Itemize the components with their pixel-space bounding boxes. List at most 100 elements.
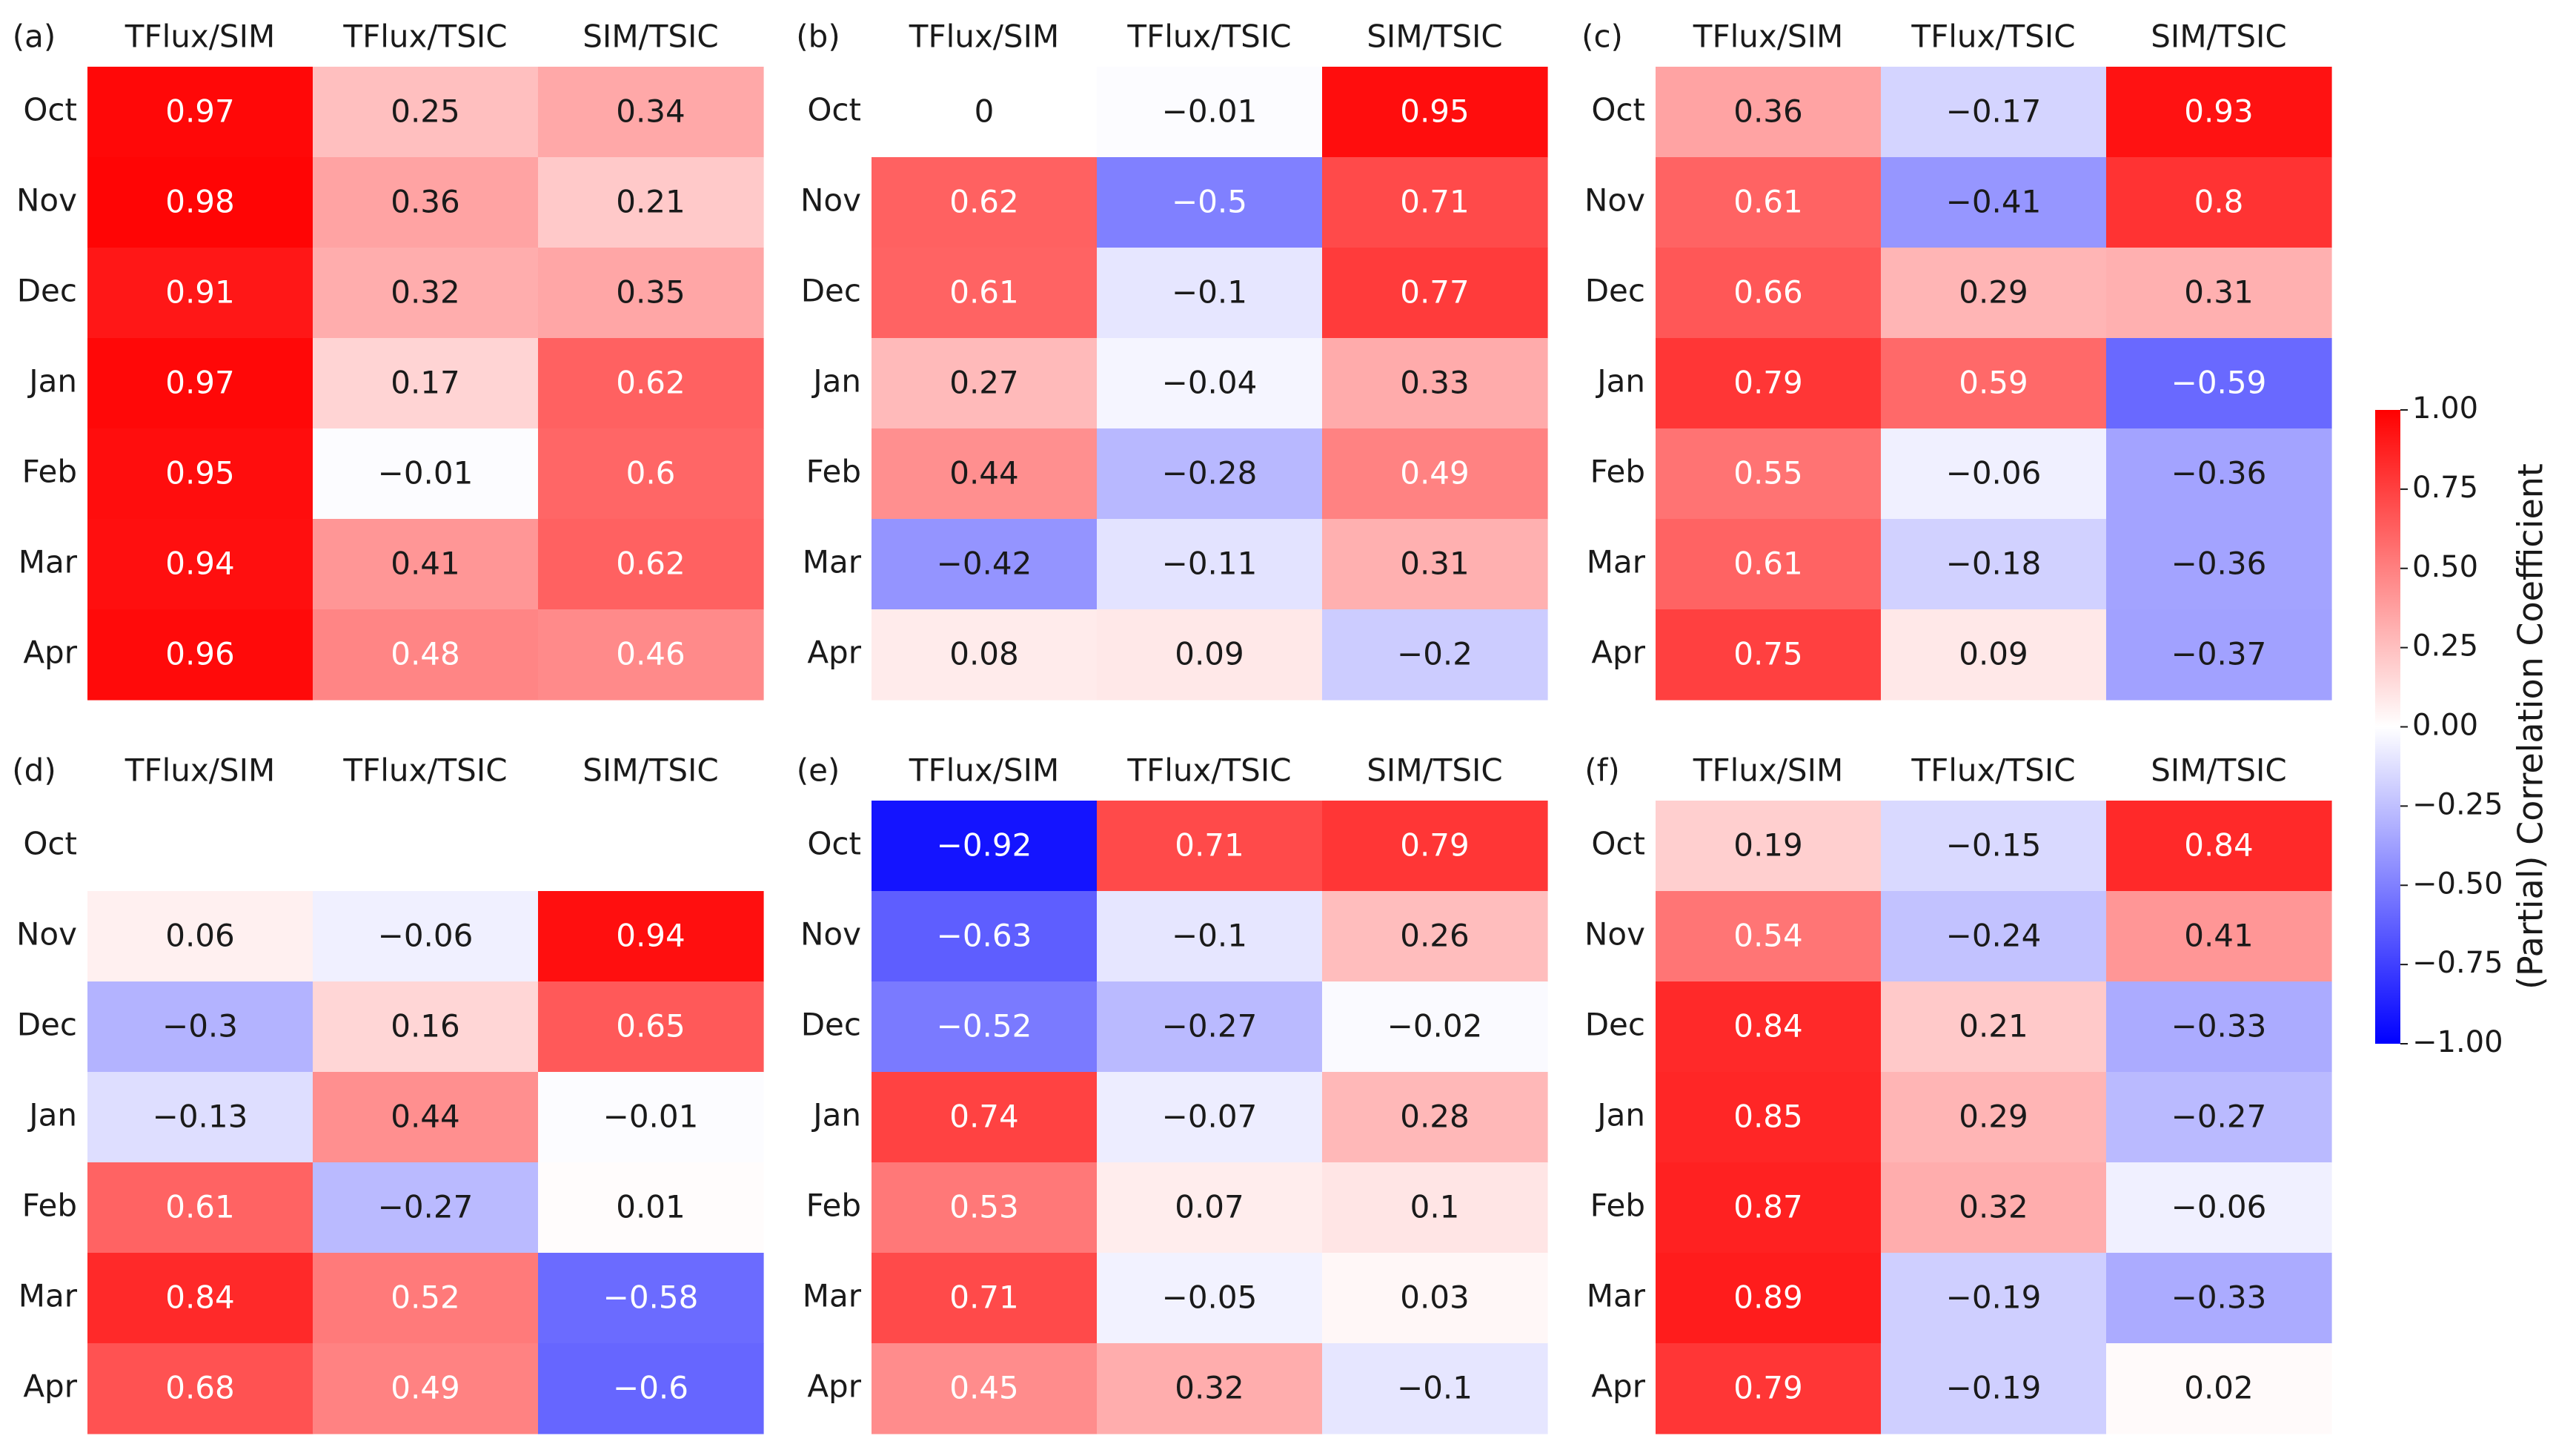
- colorbar: 1.00 0.75 0.50 0.25 0.00 −0.25 −0.50 −0.75 −1.00…: [2375, 391, 2551, 1059]
- cell-value-label: 0.49: [1400, 455, 1470, 491]
- cell-value-label: −0.37: [2171, 636, 2267, 672]
- cell-value-label: 0.77: [1400, 274, 1470, 311]
- row-label: Jan: [1595, 363, 1645, 400]
- heatmap-cell: [313, 1343, 539, 1434]
- column-label: TFlux/TSIC: [1126, 752, 1291, 789]
- row-label: Apr: [23, 635, 77, 671]
- cell-value-label: 0.32: [1959, 1189, 2028, 1225]
- row-label: Feb: [22, 1188, 77, 1224]
- cell-value-label: 0.28: [1400, 1099, 1470, 1135]
- cell-value-label: 0.95: [1400, 93, 1470, 130]
- cell-value-label: 0.75: [1733, 636, 1803, 672]
- panel-e: (e) TFlux/SIM TFlux/TSIC SIM/TSIC Oct Nov Dec J…: [797, 752, 1548, 1434]
- heatmap-cell: [872, 67, 1098, 158]
- cell-value-label: −0.27: [1162, 1008, 1258, 1044]
- panel-b: (b) TFlux/SIM TFlux/TSIC SIM/TSIC Oct Nov Dec J…: [796, 19, 1548, 701]
- row-label: Nov: [800, 916, 861, 953]
- heatmap-cell: [87, 157, 313, 248]
- cell-value-label: −0.24: [1946, 918, 2042, 954]
- heatmap-cell: [1656, 1343, 1882, 1434]
- heatmap-cell: [1881, 1253, 2107, 1344]
- cell-value-label: 0.21: [616, 184, 686, 220]
- cell-value-label: 0.36: [1733, 93, 1803, 130]
- cell-value-label: 0.29: [1959, 274, 2028, 311]
- heatmap-cell: [1097, 1072, 1323, 1163]
- cell-value-label: 0.16: [391, 1008, 460, 1044]
- heatmap-cell: [1322, 1162, 1548, 1254]
- heatmap-cell: [1656, 67, 1882, 158]
- panel-d: (d) TFlux/SIM TFlux/TSIC SIM/TSIC Oct Nov Dec J…: [12, 752, 764, 1434]
- cell-value-label: 0.71: [1175, 827, 1244, 864]
- cell-value-label: 0: [975, 93, 995, 130]
- heatmap-cell: [1881, 67, 2107, 158]
- cell-value-label: 0.09: [1175, 636, 1244, 672]
- heatmap-cell: [872, 609, 1098, 701]
- heatmap-cell: [1097, 67, 1323, 158]
- row-label: Nov: [800, 182, 861, 219]
- column-label: TFlux/SIM: [1693, 19, 1843, 55]
- cell-value-label: 0.17: [391, 365, 460, 401]
- row-label: Dec: [1585, 273, 1645, 309]
- cell-value-label: 0.65: [616, 1008, 686, 1044]
- row-label: Nov: [1584, 182, 1645, 219]
- cell-value-label: 0.91: [165, 274, 235, 311]
- heatmap-cell: [1097, 609, 1323, 701]
- heatmap-cell: [2106, 1253, 2332, 1344]
- heatmap-cell: [872, 1162, 1098, 1254]
- heatmap-cell: [1656, 1072, 1882, 1163]
- row-label: Jan: [27, 1097, 77, 1133]
- cell-value-label: 0.97: [165, 365, 235, 401]
- row-label: Dec: [801, 273, 861, 309]
- heatmap-cell: [87, 67, 313, 158]
- colorbar-tick-label: 0.50: [2412, 550, 2478, 584]
- panels-layer: (a) TFlux/SIM TFlux/TSIC SIM/TSIC Oct Nov Dec J…: [12, 19, 2332, 1434]
- heatmap-cell: [872, 891, 1098, 982]
- cell-value-label: 0.32: [1175, 1370, 1244, 1406]
- heatmap-cell: [1097, 428, 1323, 520]
- heatmap-cell: [1322, 1343, 1548, 1434]
- cell-value-label: −0.2: [1397, 636, 1473, 672]
- cell-value-label: 0.94: [616, 918, 686, 954]
- cell-value-label: 0.62: [616, 546, 686, 582]
- cell-value-label: 0.98: [165, 184, 235, 220]
- heatmap-cell: [1881, 338, 2107, 429]
- cell-value-label: 0.62: [949, 184, 1019, 220]
- cell-value-label: −0.6: [613, 1370, 688, 1406]
- heatmap-cell: [313, 1162, 539, 1254]
- heatmap-cell: [1322, 801, 1548, 892]
- heatmap-cell: [87, 1253, 313, 1344]
- column-label: TFlux/TSIC: [1911, 752, 2075, 789]
- heatmap-cell: [313, 248, 539, 339]
- heatmap-cell: [1097, 801, 1323, 892]
- cell-value-label: 0.1: [1410, 1189, 1460, 1225]
- heatmap-cell: [1656, 248, 1882, 339]
- heatmap-cell: [872, 519, 1098, 610]
- cell-value-label: 0.97: [165, 93, 235, 130]
- row-label: Feb: [806, 454, 861, 490]
- cell-value-label: −0.1: [1172, 274, 1247, 311]
- panel-label: (d): [12, 752, 56, 789]
- heatmap-cell: [872, 1343, 1098, 1434]
- heatmap-cell: [313, 519, 539, 610]
- heatmap-cell: [313, 1253, 539, 1344]
- heatmap-cell: [1881, 248, 2107, 339]
- heatmap-cell: [2106, 519, 2332, 610]
- heatmap-cell: [313, 67, 539, 158]
- column-label: TFlux/TSIC: [342, 752, 507, 789]
- colorbar-tick-label: −0.25: [2412, 787, 2503, 821]
- cell-value-label: 0.61: [1733, 546, 1803, 582]
- heatmap-cell: [87, 1072, 313, 1163]
- heatmap-cell: [1322, 338, 1548, 429]
- heatmap-cell: [538, 609, 764, 701]
- row-label: Dec: [1585, 1007, 1645, 1043]
- row-label: Oct: [23, 92, 77, 128]
- cell-value-label: −0.1: [1397, 1370, 1473, 1406]
- heatmap-cell: [87, 519, 313, 610]
- heatmap-cell: [872, 801, 1098, 892]
- column-label: SIM/TSIC: [1367, 752, 1502, 789]
- panel-f: (f) TFlux/SIM TFlux/TSIC SIM/TSIC Oct Nov Dec J…: [1584, 752, 2332, 1434]
- cell-value-label: −0.27: [2171, 1099, 2267, 1135]
- cell-value-label: 0.59: [1959, 365, 2028, 401]
- cell-value-label: −0.06: [2171, 1189, 2267, 1225]
- heatmap-cell: [872, 338, 1098, 429]
